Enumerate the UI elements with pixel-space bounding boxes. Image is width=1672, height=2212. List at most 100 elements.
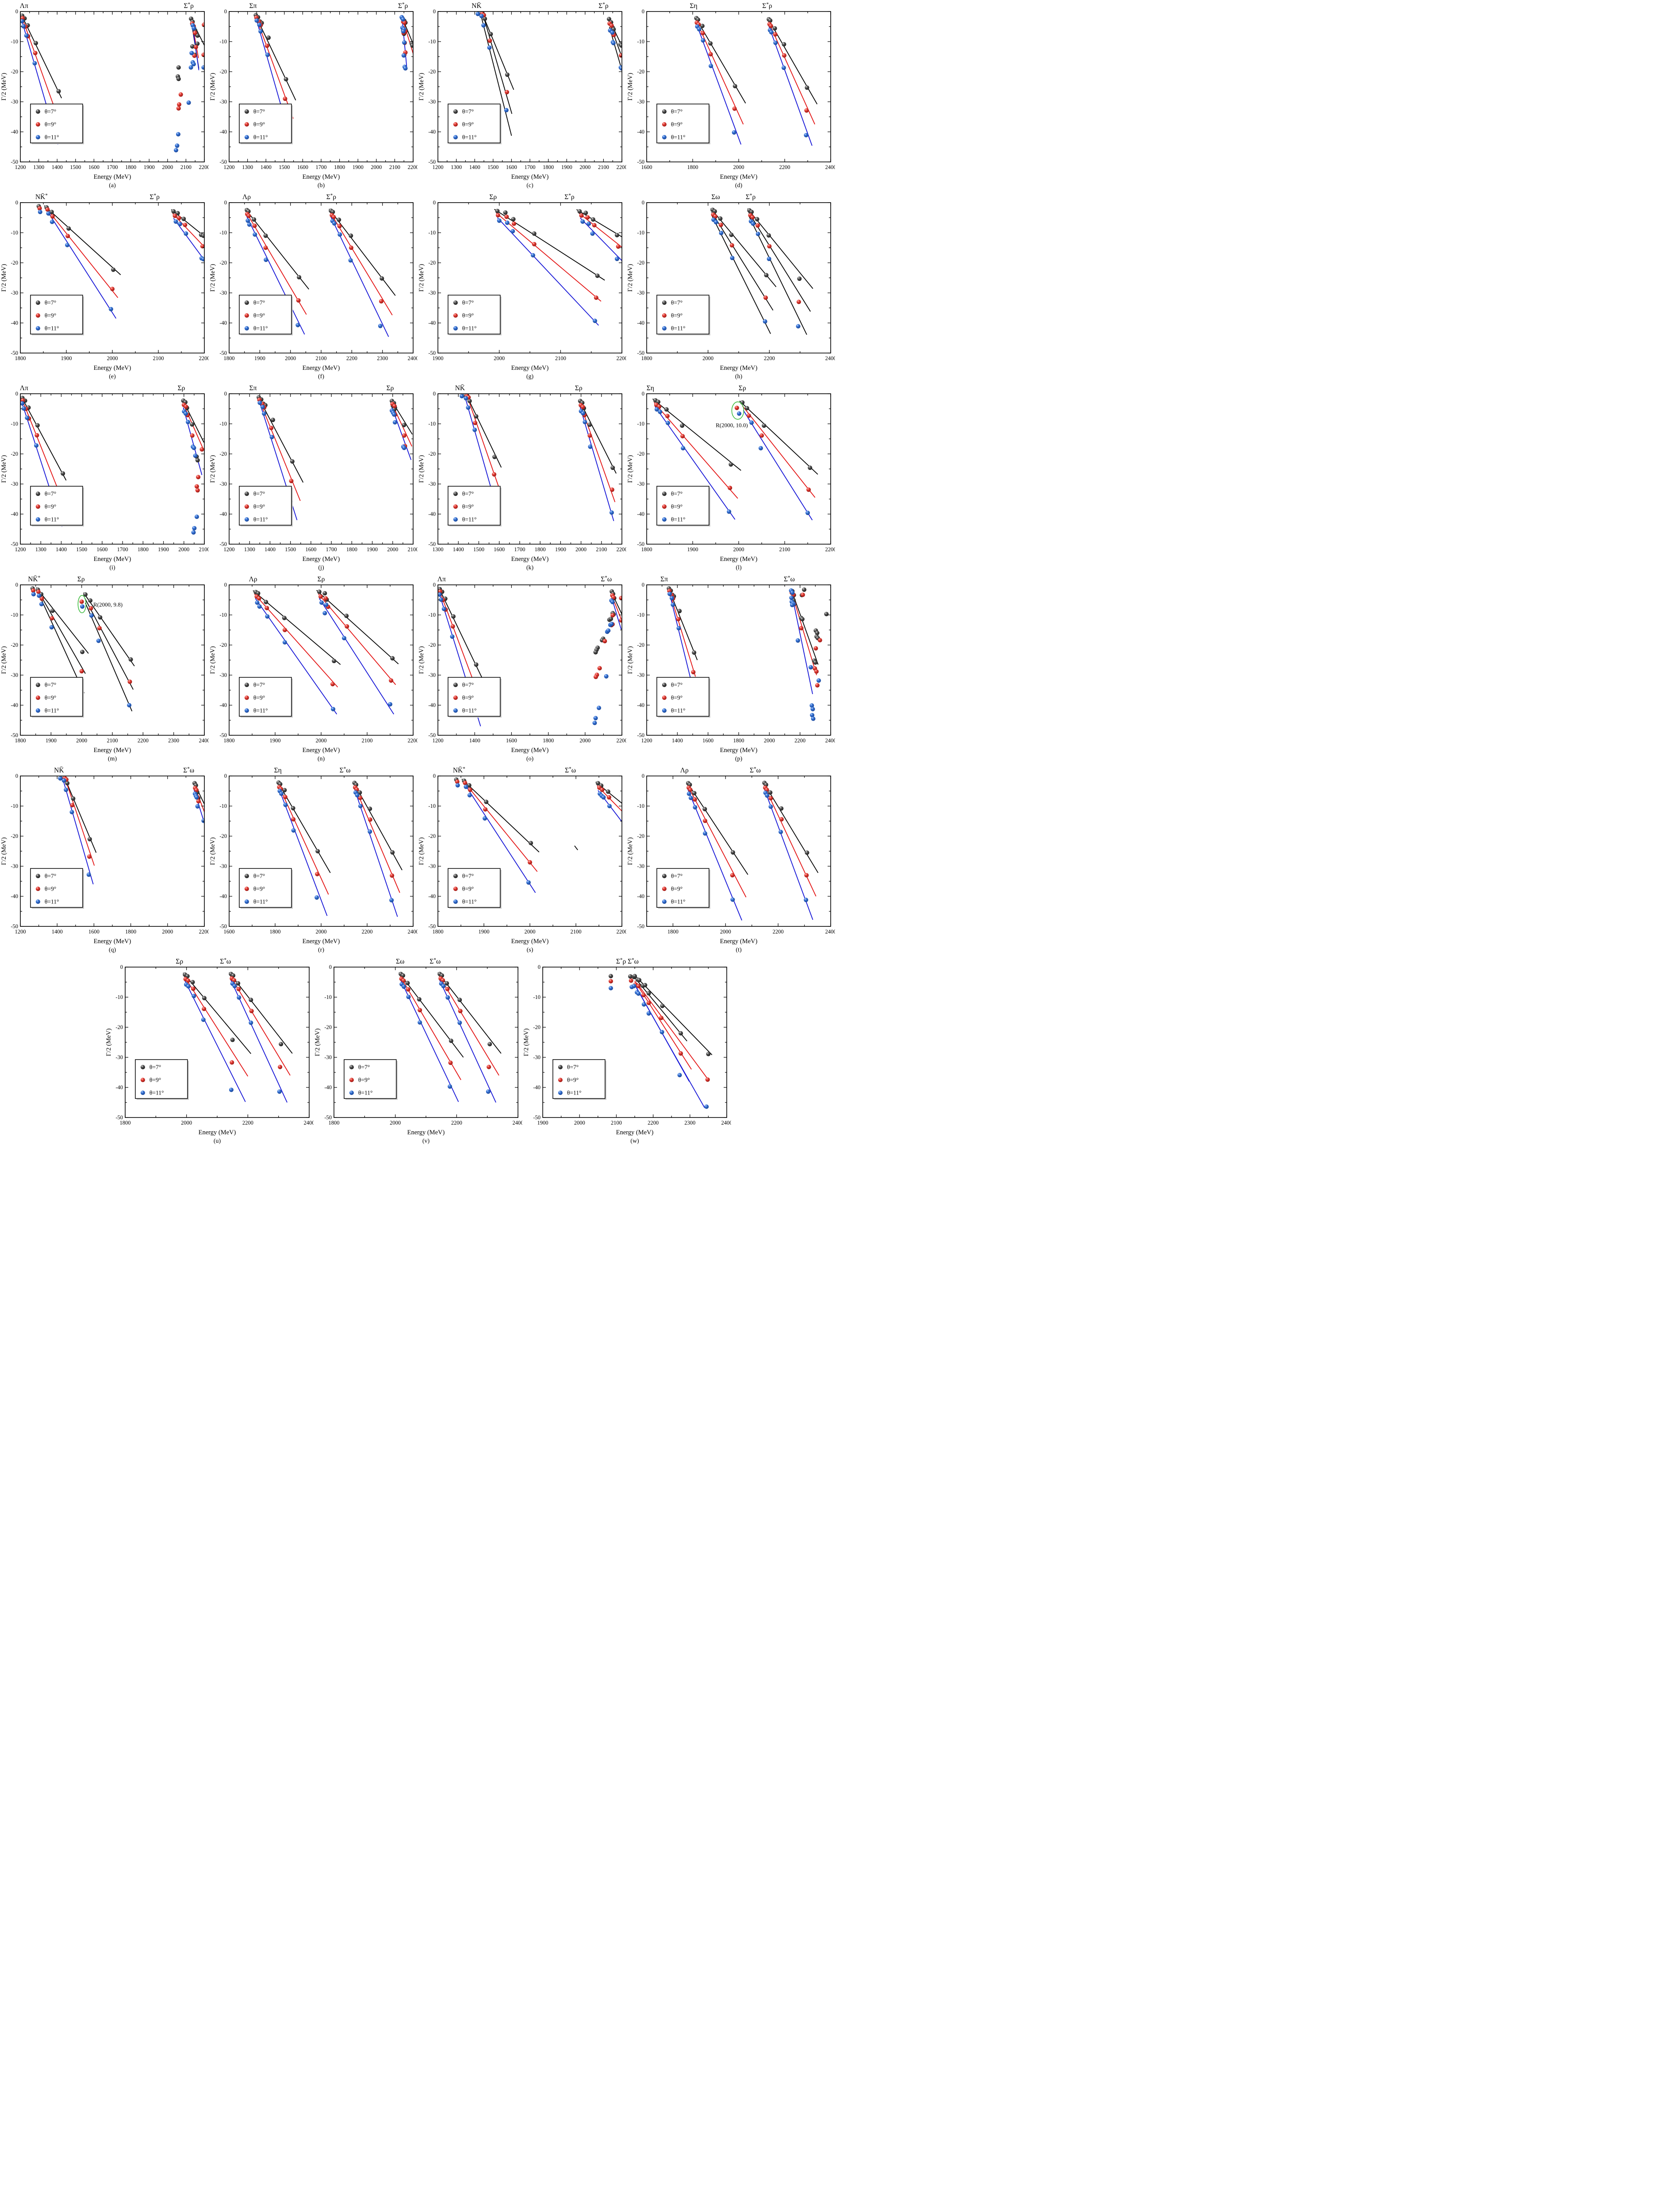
data-point-red bbox=[492, 472, 497, 477]
data-point-black bbox=[322, 591, 327, 596]
data-point-black bbox=[802, 587, 807, 592]
y-tick-label: -40 bbox=[219, 511, 227, 517]
legend-marker-red bbox=[35, 122, 40, 127]
x-tick-label: 1700 bbox=[525, 164, 536, 170]
y-tick-label: -50 bbox=[428, 350, 436, 356]
channel-label: Σρ bbox=[739, 384, 746, 392]
legend-marker-red bbox=[140, 1078, 145, 1083]
data-point-blue bbox=[378, 323, 383, 328]
y-tick-label: -30 bbox=[11, 672, 18, 678]
legend-marker-black bbox=[662, 683, 667, 687]
legend-label: θ=9° bbox=[45, 503, 56, 510]
fit-line-black bbox=[574, 845, 578, 850]
x-tick-label: 2200 bbox=[451, 1120, 462, 1126]
data-point-black bbox=[740, 400, 745, 405]
data-point-blue bbox=[295, 323, 300, 327]
fit-line-black bbox=[635, 975, 713, 1056]
x-tick-label: 2200 bbox=[617, 737, 627, 744]
legend-label: θ=9° bbox=[671, 695, 683, 701]
y-tick-label: -30 bbox=[11, 481, 18, 487]
data-point-red bbox=[190, 433, 195, 438]
x-axis-title: Energy (MeV) bbox=[303, 747, 340, 754]
x-axis-title: Energy (MeV) bbox=[94, 556, 131, 563]
data-point-red bbox=[39, 596, 44, 601]
x-tick-label: 1800 bbox=[329, 1120, 340, 1126]
data-point-red bbox=[587, 433, 592, 438]
data-point-blue bbox=[319, 600, 324, 605]
panel-letter: (j) bbox=[318, 565, 324, 571]
data-point-red bbox=[315, 872, 320, 876]
x-tick-label: 2400 bbox=[304, 1120, 314, 1126]
data-point-blue bbox=[790, 603, 794, 607]
x-tick-label: 2100 bbox=[596, 546, 607, 553]
data-point-red bbox=[619, 618, 622, 623]
y-tick-label: -40 bbox=[324, 1084, 332, 1091]
data-point-blue bbox=[611, 41, 616, 46]
x-tick-label: 1800 bbox=[543, 737, 554, 744]
panel-b-chart: 1200 1300 1400 1500 1600 1700 1800 1900 2000 2100… bbox=[209, 2, 418, 189]
channel-label: Σρ bbox=[77, 576, 85, 583]
fit-line-blue bbox=[330, 217, 389, 337]
x-tick-label: 2400 bbox=[408, 355, 418, 361]
y-tick-label: -10 bbox=[428, 803, 436, 809]
data-point-blue bbox=[332, 221, 337, 226]
y-tick-label: -30 bbox=[428, 481, 436, 487]
legend-marker-black bbox=[244, 300, 249, 305]
data-layer bbox=[494, 209, 622, 326]
data-point-blue bbox=[658, 409, 663, 414]
x-tick-label: 1500 bbox=[279, 164, 290, 170]
data-point-red bbox=[202, 22, 204, 27]
y-tick-label: -20 bbox=[428, 69, 436, 75]
data-point-black bbox=[529, 841, 533, 845]
data-point-black bbox=[646, 991, 651, 996]
data-point-blue bbox=[402, 445, 406, 450]
data-point-red bbox=[713, 214, 718, 219]
x-tick-label: 1900 bbox=[433, 355, 444, 361]
data-point-red bbox=[804, 873, 809, 878]
data-point-blue bbox=[368, 829, 372, 834]
data-point-blue bbox=[264, 257, 268, 262]
data-point-black bbox=[692, 791, 697, 795]
fit-line-black bbox=[254, 14, 296, 100]
x-tick-label: 2100 bbox=[107, 737, 118, 744]
y-tick-label: -20 bbox=[219, 69, 227, 75]
x-tick-label: 2000 bbox=[178, 546, 189, 553]
y-axis-title: Γ/2 (MeV) bbox=[627, 455, 634, 483]
x-tick-label: 1800 bbox=[733, 737, 744, 744]
y-tick-label: -30 bbox=[219, 481, 227, 487]
channel-label: NK̄* bbox=[453, 766, 465, 774]
data-point-red bbox=[450, 624, 455, 629]
x-tick-label: 2000 bbox=[387, 546, 398, 553]
y-tick-label: -30 bbox=[533, 1054, 541, 1060]
data-point-blue bbox=[20, 401, 25, 406]
x-tick-label: 2200 bbox=[617, 164, 627, 170]
data-point-black bbox=[609, 616, 614, 621]
data-point-black bbox=[50, 608, 55, 613]
data-point-blue bbox=[418, 1020, 422, 1025]
data-point-red bbox=[755, 223, 760, 228]
data-point-black bbox=[692, 650, 697, 655]
data-point-red bbox=[708, 52, 713, 57]
panel-letter: (m) bbox=[108, 756, 117, 762]
y-tick-label: -10 bbox=[11, 38, 18, 45]
legend-label: θ=11° bbox=[671, 516, 685, 523]
legend-label: θ=7° bbox=[671, 873, 683, 879]
x-tick-label: 2100 bbox=[598, 164, 609, 170]
x-tick-label: 2400 bbox=[408, 929, 418, 935]
fit-line-blue bbox=[354, 788, 398, 917]
channel-label: Σρ bbox=[176, 958, 183, 965]
legend-marker-black bbox=[662, 492, 667, 496]
channel-label: Σ*ω bbox=[430, 957, 441, 965]
y-tick-label: -30 bbox=[428, 672, 436, 678]
x-tick-label: 2400 bbox=[825, 164, 836, 170]
channel-label: Σ*ω bbox=[784, 575, 795, 583]
data-point-blue bbox=[96, 638, 101, 643]
y-tick-label: -40 bbox=[637, 511, 644, 517]
data-point-red bbox=[680, 434, 685, 438]
data-point-red bbox=[606, 795, 611, 800]
legend: θ=7° θ=9° θ=11° bbox=[135, 1059, 189, 1100]
data-point-blue bbox=[37, 593, 42, 598]
data-point-black bbox=[606, 789, 610, 794]
data-point-blue bbox=[808, 665, 813, 670]
legend: θ=7° θ=9° θ=11° bbox=[239, 677, 293, 718]
